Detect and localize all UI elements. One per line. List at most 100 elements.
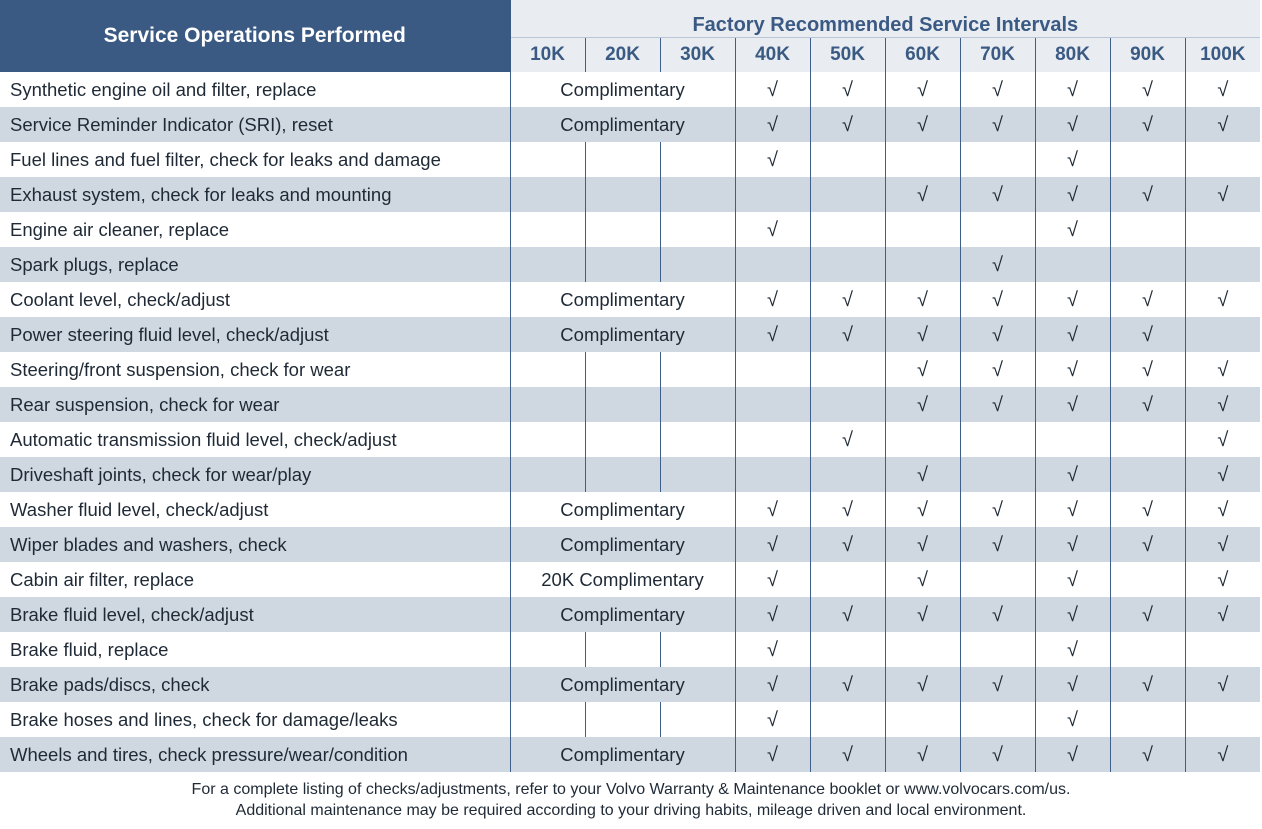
interval-cell	[1109, 247, 1185, 282]
interval-cell	[809, 352, 885, 387]
checkmark-icon: √	[1217, 568, 1229, 591]
checkmark-icon: √	[1142, 603, 1153, 626]
table-row: Brake fluid level, check/adjust Complimen…	[0, 597, 1261, 632]
interval-cell: √	[959, 282, 1035, 317]
operations-header: Service Operations Performed	[0, 0, 511, 72]
interval-cell: √	[809, 317, 885, 352]
checkmark-icon: √	[1142, 673, 1153, 696]
interval-cell: √	[734, 317, 810, 352]
interval-cell: √	[1184, 352, 1261, 387]
interval-cell: √	[884, 387, 960, 422]
interval-cell: √	[809, 667, 885, 702]
interval-cell	[734, 247, 810, 282]
checkmark-icon: √	[1217, 288, 1229, 311]
interval-cell: √	[959, 107, 1035, 142]
interval-cell: √	[959, 667, 1035, 702]
empty-interval-cell	[509, 422, 585, 457]
interval-cell	[1184, 632, 1261, 667]
interval-cell: √	[1034, 107, 1110, 142]
checkmark-icon: √	[917, 673, 928, 696]
checkmark-icon: √	[1142, 743, 1153, 766]
interval-cell: √	[1184, 177, 1261, 212]
checkmark-icon: √	[917, 533, 928, 556]
checkmark-icon: √	[1067, 288, 1078, 311]
empty-interval-cell	[509, 632, 585, 667]
checkmark-icon: √	[1067, 603, 1078, 626]
checkmark-icon: √	[1142, 288, 1153, 311]
empty-interval-cell	[659, 387, 735, 422]
checkmark-icon: √	[767, 743, 778, 766]
interval-cell: √	[1184, 597, 1261, 632]
checkmark-icon: √	[992, 533, 1003, 556]
checkmark-icon: √	[842, 288, 853, 311]
complimentary-cell: Complimentary	[509, 597, 735, 632]
checkmark-icon: √	[1217, 463, 1229, 486]
checkmark-icon: √	[917, 358, 928, 381]
checkmark-icon: √	[767, 218, 778, 241]
checkmark-icon: √	[992, 253, 1003, 276]
checkmark-icon: √	[917, 393, 928, 416]
interval-cell	[809, 247, 885, 282]
service-table: Service Operations Performed Factory Rec…	[0, 0, 1261, 772]
interval-cell: √	[1184, 667, 1261, 702]
checkmark-icon: √	[1067, 708, 1078, 731]
empty-interval-cell	[509, 247, 585, 282]
checkmark-icon: √	[1217, 358, 1229, 381]
interval-cell: √	[1184, 737, 1261, 772]
table-row: Coolant level, check/adjust Complimentary…	[0, 282, 1261, 317]
interval-cell: √	[1184, 457, 1261, 492]
interval-cell: √	[959, 352, 1035, 387]
checkmark-icon: √	[1142, 78, 1153, 101]
interval-cell: √	[1184, 492, 1261, 527]
operation-label: Wheels and tires, check pressure/wear/co…	[0, 737, 510, 772]
checkmark-icon: √	[842, 428, 853, 451]
checkmark-icon: √	[1067, 358, 1078, 381]
empty-interval-cell	[584, 702, 660, 737]
checkmark-icon: √	[1142, 183, 1153, 206]
interval-cell: √	[884, 72, 960, 107]
interval-cell	[734, 422, 810, 457]
interval-cell: √	[734, 107, 810, 142]
checkmark-icon: √	[917, 498, 928, 521]
operation-label: Cabin air filter, replace	[10, 568, 195, 590]
checkmark-icon: √	[842, 603, 853, 626]
interval-cell: √	[1109, 527, 1185, 562]
checkmark-icon: √	[767, 568, 778, 591]
checkmark-icon: √	[917, 743, 928, 766]
interval-cell	[1184, 317, 1261, 352]
interval-cell: √	[884, 317, 960, 352]
interval-cell: √	[1109, 317, 1185, 352]
complimentary-cell: Complimentary	[509, 107, 735, 142]
checkmark-icon: √	[842, 78, 853, 101]
checkmark-icon: √	[1217, 78, 1229, 101]
interval-cell: √	[884, 562, 960, 597]
table-row: Synthetic engine oil and filter, replace…	[0, 72, 1261, 107]
interval-cell: √	[1034, 142, 1110, 177]
interval-cell: √	[1034, 387, 1110, 422]
interval-cell: √	[734, 72, 810, 107]
mileage-header-20k: 20K	[584, 37, 660, 72]
interval-cell	[734, 457, 810, 492]
checkmark-icon: √	[917, 323, 928, 346]
interval-cell	[959, 212, 1035, 247]
empty-interval-cell	[584, 352, 660, 387]
table-row: Washer fluid level, check/adjust Complime…	[0, 492, 1261, 527]
operation-label: Exhaust system, check for leaks and moun…	[0, 177, 510, 212]
mileage-header-10k: 10K	[509, 37, 585, 72]
interval-cell	[884, 422, 960, 457]
intervals-header: Factory Recommended Service Intervals	[510, 0, 1261, 38]
checkmark-icon: √	[1067, 78, 1078, 101]
interval-cell	[1184, 247, 1261, 282]
interval-cell: √	[1109, 667, 1185, 702]
interval-cell: √	[1109, 72, 1185, 107]
interval-cell: √	[884, 737, 960, 772]
interval-cell: √	[959, 737, 1035, 772]
interval-cell	[1109, 212, 1185, 247]
interval-cell: √	[1034, 667, 1110, 702]
interval-cell	[1109, 632, 1185, 667]
table-row: Engine air cleaner, replace √ √	[0, 212, 1261, 247]
empty-interval-cell	[509, 177, 585, 212]
interval-cell: √	[1034, 492, 1110, 527]
checkmark-icon: √	[842, 743, 853, 766]
